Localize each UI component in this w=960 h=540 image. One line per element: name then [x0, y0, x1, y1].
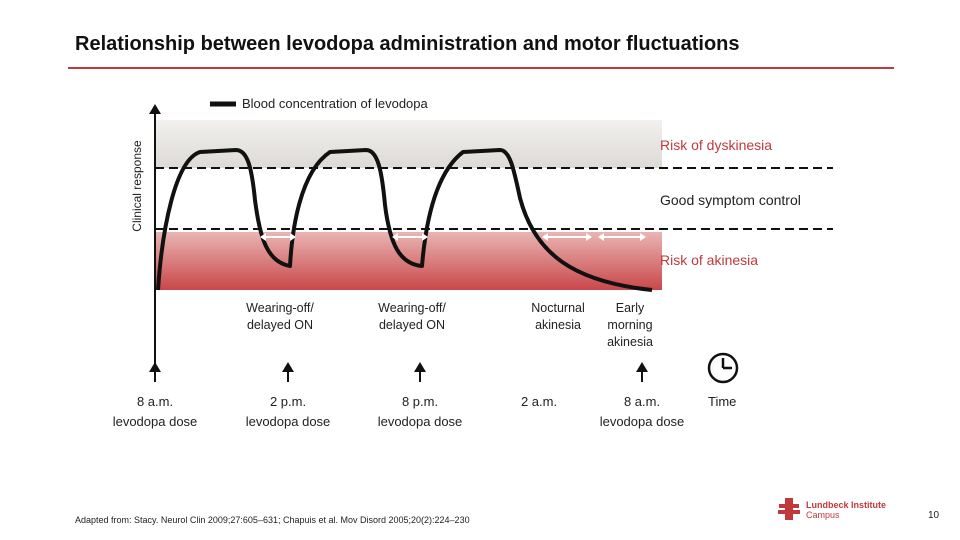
- zone-good-label: Good symptom control: [660, 192, 801, 208]
- episode-arrow-4: [598, 233, 646, 241]
- y-axis-label: Clinical response: [130, 140, 144, 232]
- time-axis-label: Time: [708, 394, 737, 409]
- title-underline: [68, 67, 894, 69]
- time-mark-4: 2 a.m.: [520, 394, 558, 409]
- time-mark-2: 2 p.m. levodopa dose: [245, 394, 331, 429]
- episode-arrow-3: [542, 233, 592, 241]
- y-axis-arrowhead: [149, 104, 161, 114]
- time-mark-1: 8 a.m. levodopa dose: [112, 394, 198, 429]
- dose-arrow-2: [282, 362, 294, 382]
- lundbeck-logo-icon: [778, 498, 800, 520]
- legend-label: Blood concentration of levodopa: [242, 96, 428, 111]
- zone-dyskinesia-label: Risk of dyskinesia: [660, 137, 773, 153]
- episode-arrow-1: [260, 233, 296, 241]
- source-citation: Adapted from: Stacy. Neurol Clin 2009;27…: [75, 515, 470, 525]
- dose-arrow-5: [636, 362, 648, 382]
- page-number: 10: [928, 510, 940, 521]
- time-mark-5: 8 a.m. levodopa dose: [599, 394, 685, 429]
- slide-title: Relationship between levodopa administra…: [75, 33, 740, 55]
- dyskinesia-band: [155, 120, 662, 168]
- time-mark-3: 8 p.m. levodopa dose: [377, 394, 463, 429]
- episode-label-3: Nocturnal akinesia: [531, 301, 585, 332]
- zone-akinesia-label: Risk of akinesia: [660, 252, 759, 268]
- levodopa-concentration-curve: [156, 148, 653, 292]
- episode-arrow-2: [392, 233, 428, 241]
- episode-label-4: Early morning akinesia: [607, 301, 653, 349]
- episode-label-2: Wearing-off/delayed ON: [378, 301, 446, 332]
- dose-arrow-3: [414, 362, 426, 382]
- clock-icon: [707, 352, 739, 384]
- episode-label-1: Wearing-off/delayed ON: [246, 301, 314, 332]
- logo-subtitle: Campus: [806, 510, 840, 520]
- logo-name: Lundbeck Institute: [806, 500, 887, 510]
- dose-arrow-1: [149, 362, 161, 382]
